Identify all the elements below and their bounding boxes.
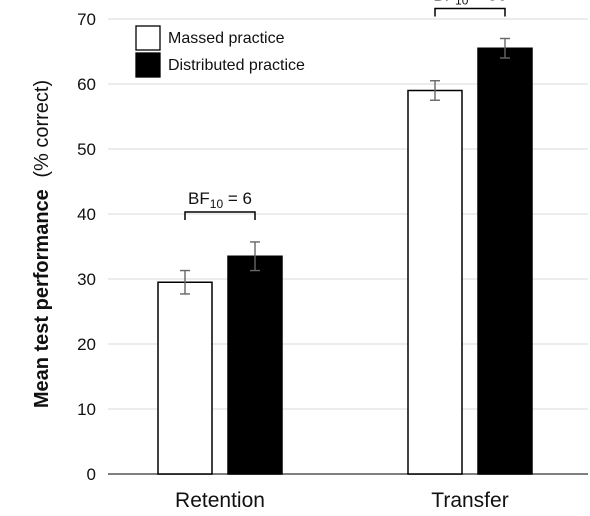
bf-annotation: BF10 = 6 bbox=[184, 189, 256, 220]
bf-annotation: BF10 = 56 bbox=[433, 0, 507, 17]
bf-label: BF10 = 56 bbox=[433, 0, 506, 8]
bar-massed-transfer bbox=[407, 89, 463, 475]
y-tick-label: 50 bbox=[77, 140, 96, 159]
legend: Massed practice Distributed practice bbox=[135, 25, 305, 78]
error-bars bbox=[180, 37, 510, 295]
bar-distributed-retention bbox=[227, 255, 283, 475]
y-tick-labels: 0 10 20 30 40 50 60 70 bbox=[77, 10, 96, 484]
y-axis-title-main: Mean test performance bbox=[31, 189, 53, 408]
bar-distributed-transfer bbox=[477, 47, 533, 475]
bf-bracket bbox=[184, 211, 256, 220]
y-axis-title: Mean test performance (% correct) bbox=[31, 80, 53, 408]
error-bar bbox=[250, 241, 260, 272]
y-tick-label: 40 bbox=[77, 205, 96, 224]
y-tick-label: 60 bbox=[77, 75, 96, 94]
error-bar bbox=[180, 269, 190, 295]
y-tick-label: 30 bbox=[77, 270, 96, 289]
error-bar bbox=[430, 80, 440, 101]
y-tick-label: 20 bbox=[77, 335, 96, 354]
y-tick-label: 70 bbox=[77, 10, 96, 29]
y-tick-label: 10 bbox=[77, 400, 96, 419]
x-tick-label: Transfer bbox=[431, 489, 508, 512]
annotations: BF10 = 6 BF10 = 56 bbox=[184, 0, 507, 220]
legend-label: Distributed practice bbox=[168, 57, 305, 74]
category-labels: Retention Transfer bbox=[175, 489, 509, 512]
legend-swatch bbox=[135, 52, 161, 78]
bars bbox=[157, 47, 533, 475]
legend-swatch bbox=[135, 25, 161, 51]
bar-massed-retention bbox=[157, 281, 213, 475]
bf-label: BF10 = 6 bbox=[188, 189, 252, 211]
y-tick-label: 0 bbox=[87, 465, 96, 484]
legend-label: Massed practice bbox=[168, 30, 285, 47]
x-tick-label: Retention bbox=[175, 489, 265, 512]
y-axis-title-unit: (% correct) bbox=[31, 80, 53, 178]
bf-bracket bbox=[434, 7, 506, 17]
error-bar bbox=[500, 37, 510, 59]
